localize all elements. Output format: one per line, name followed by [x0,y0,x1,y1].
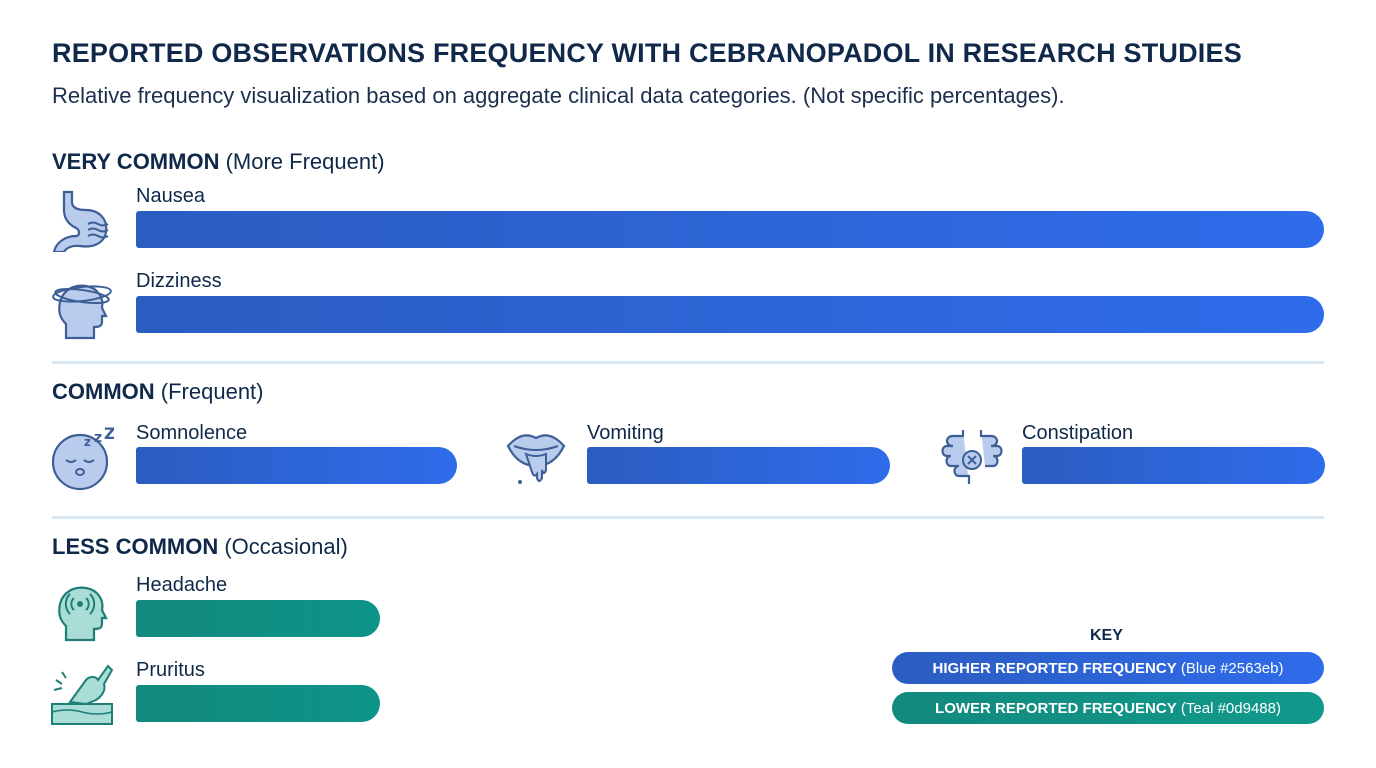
svg-text:Z: Z [104,426,114,443]
headache-icon [58,586,108,642]
section-divider [52,361,1324,364]
legend-entry-higher: HIGHER REPORTED FREQUENCY (Blue #2563eb) [892,652,1324,684]
bar-nausea [136,211,1324,248]
sleepy-face-icon: z z Z [51,426,114,490]
bar-somnolence [136,447,457,484]
legend-entry-lower: LOWER REPORTED FREQUENCY (Teal #0d9488) [892,692,1324,724]
bar-vomiting [587,447,890,484]
section-divider [52,516,1324,519]
bar-label: Dizziness [136,270,222,292]
intestine-icon [941,430,1003,484]
bar-label: Constipation [1022,422,1134,444]
bar-pruritus [136,685,380,722]
section-heading-very-common: VERY COMMON (More Frequent) [52,149,385,174]
section-heading-less-common: LESS COMMON (Occasional) [52,534,348,559]
svg-text:z: z [94,430,102,446]
mouth-icon [506,434,566,484]
legend-title: KEY [1090,627,1123,644]
bar-dizziness [136,296,1324,333]
bar-label: Headache [136,574,228,596]
bar-label: Somnolence [136,422,248,444]
bar-constipation [1022,447,1325,484]
bar-label: Pruritus [136,659,205,681]
dizzy-head-icon [52,284,112,340]
stomach-icon [52,190,109,252]
chart-title: REPORTED OBSERVATIONS FREQUENCY WITH CEB… [52,38,1242,68]
section-heading-common: COMMON (Frequent) [52,379,264,404]
chart-subtitle: Relative frequency visualization based o… [52,83,1065,108]
bar-label: Vomiting [587,422,664,444]
bar-headache [136,600,380,637]
bar-label: Nausea [136,185,205,207]
svg-text:z: z [84,435,91,449]
itchy-skin-icon [51,664,114,725]
